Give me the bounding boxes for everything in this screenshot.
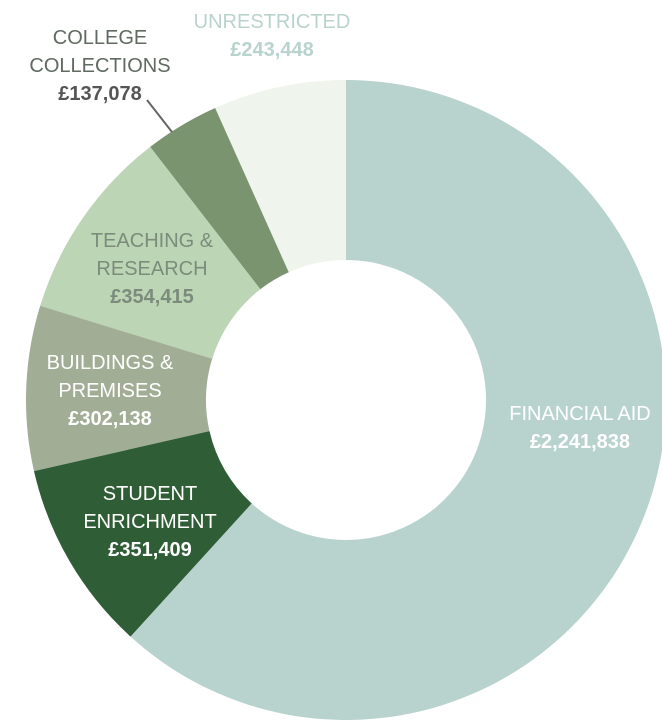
value-label: £354,415 <box>110 286 194 308</box>
category-label: TEACHING & RESEARCH <box>90 230 214 280</box>
slice-label: COLLEGE COLLECTIONS £137,078 <box>25 24 175 108</box>
slice-label: FINANCIAL AID £2,241,838 <box>480 400 662 456</box>
value-label: £243,448 <box>230 39 314 61</box>
leader-line <box>146 99 173 133</box>
value-label: £2,241,838 <box>529 431 631 453</box>
slice <box>130 80 662 720</box>
category-label: BUILDINGS & PREMISES <box>46 352 174 402</box>
slice <box>34 431 252 637</box>
value-label: £351,409 <box>108 539 192 561</box>
category-label: STUDENT ENRICHMENT <box>83 483 217 533</box>
slice-label: STUDENT ENRICHMENT £351,409 <box>75 480 225 564</box>
value-label: £137,078 <box>58 83 142 105</box>
slice <box>40 146 261 359</box>
slice-label: BUILDINGS & PREMISES £302,138 <box>25 349 195 433</box>
slice <box>215 80 346 273</box>
category-label: FINANCIAL AID <box>509 403 651 425</box>
slice <box>150 107 289 290</box>
value-label: £302,138 <box>68 408 152 430</box>
slice-label: UNRESTRICTED £243,448 <box>162 8 382 64</box>
category-label: UNRESTRICTED <box>193 11 351 33</box>
category-label: COLLEGE COLLECTIONS <box>29 27 171 77</box>
slice-label: TEACHING & RESEARCH £354,415 <box>82 227 222 311</box>
slice <box>26 305 213 472</box>
